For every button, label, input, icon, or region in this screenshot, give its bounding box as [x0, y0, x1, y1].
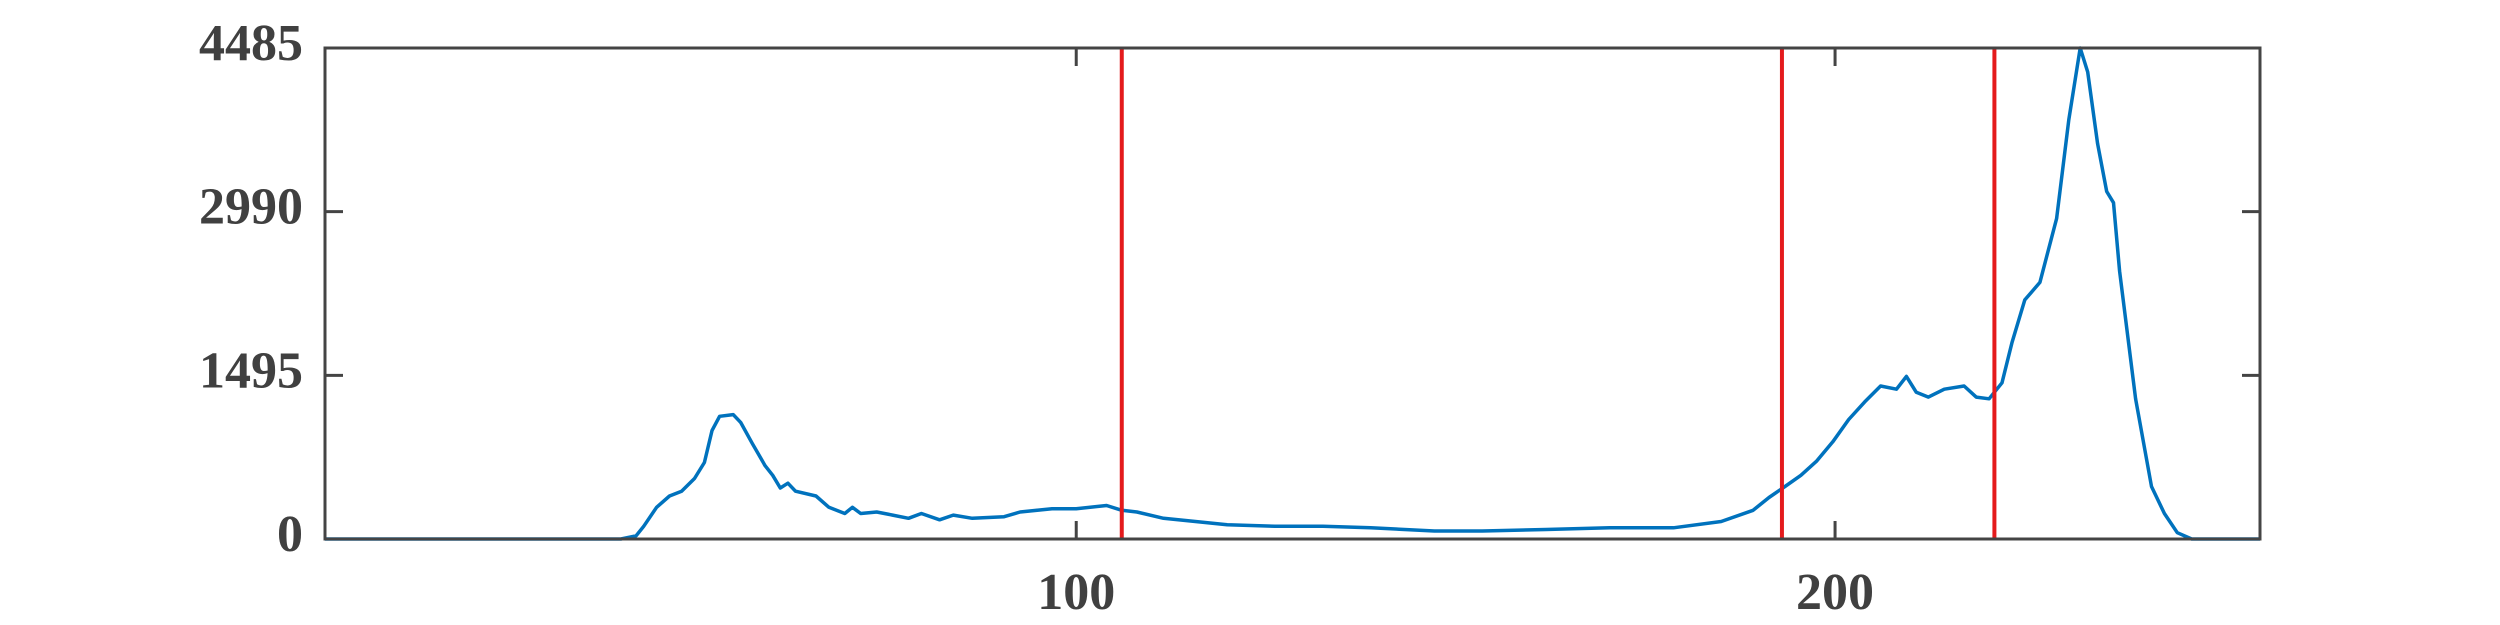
x-tick-label: 100 — [1037, 564, 1115, 621]
data-line — [325, 46, 2260, 541]
plot-area — [325, 48, 2260, 539]
y-tick-label: 2990 — [199, 179, 303, 236]
y-tick-label: 4485 — [199, 15, 303, 72]
x-tick-label: 200 — [1796, 564, 1874, 621]
y-tick-label: 1495 — [199, 342, 303, 399]
y-tick-label: 0 — [277, 506, 303, 563]
plot-frame — [323, 46, 2262, 541]
